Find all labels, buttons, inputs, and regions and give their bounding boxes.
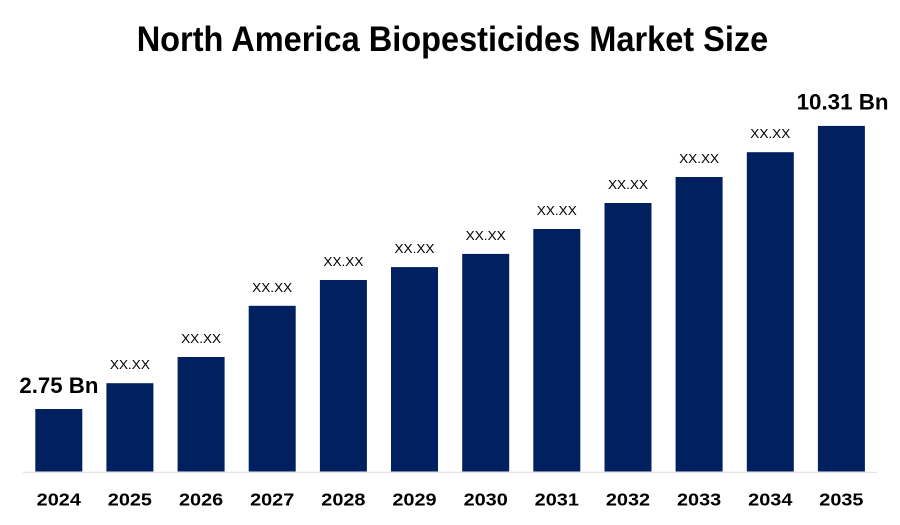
svg-text:XX.XX: XX.XX xyxy=(466,228,506,243)
svg-text:XX.XX: XX.XX xyxy=(181,331,221,346)
svg-text:XX.XX: XX.XX xyxy=(110,357,150,372)
svg-text:2027: 2027 xyxy=(250,490,294,510)
svg-text:2034: 2034 xyxy=(748,490,792,510)
svg-text:XX.XX: XX.XX xyxy=(252,280,292,295)
svg-text:2032: 2032 xyxy=(606,490,650,510)
svg-text:2028: 2028 xyxy=(321,490,365,510)
svg-text:2024: 2024 xyxy=(37,490,81,510)
svg-text:2033: 2033 xyxy=(677,490,721,510)
svg-text:2035: 2035 xyxy=(819,490,863,510)
svg-text:10.31 Bn: 10.31 Bn xyxy=(797,89,889,114)
svg-text:2.75 Bn: 2.75 Bn xyxy=(19,373,98,398)
svg-text:XX.XX: XX.XX xyxy=(537,203,577,218)
svg-text:XX.XX: XX.XX xyxy=(608,177,648,192)
svg-text:2029: 2029 xyxy=(392,490,436,510)
svg-text:XX.XX: XX.XX xyxy=(395,241,435,256)
svg-text:2031: 2031 xyxy=(535,490,579,510)
svg-text:North America Biopesticides Ma: North America Biopesticides Market Size xyxy=(137,20,769,59)
svg-text:2030: 2030 xyxy=(464,490,508,510)
svg-text:2026: 2026 xyxy=(179,490,223,510)
svg-text:XX.XX: XX.XX xyxy=(323,254,363,269)
svg-text:2025: 2025 xyxy=(108,490,152,510)
svg-text:XX.XX: XX.XX xyxy=(750,126,790,141)
svg-text:XX.XX: XX.XX xyxy=(679,151,719,166)
